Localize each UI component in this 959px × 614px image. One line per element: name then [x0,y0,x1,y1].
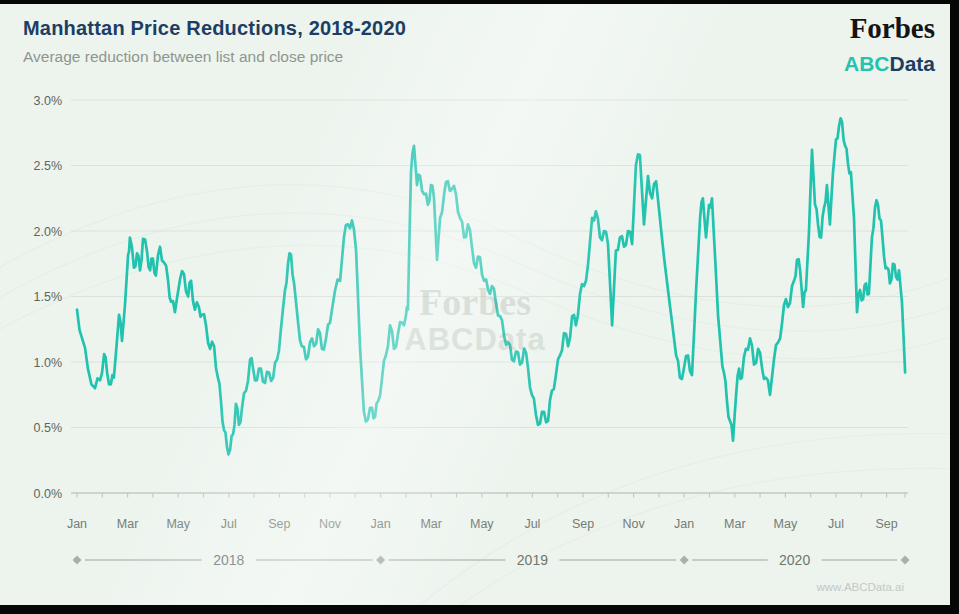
page-title: Manhattan Price Reductions, 2018-2020 [23,17,406,40]
x-axis-month-label: May [470,517,494,531]
x-axis-month-label: Mar [117,517,139,531]
year-diamond [73,556,82,565]
y-axis-label: 3.0% [34,94,63,108]
x-axis-month-label: Nov [622,517,645,531]
x-axis-month-label: Jan [67,517,87,531]
abcdata-logo: ABCData [844,52,935,76]
year-label: 2019 [517,552,548,568]
abcdata-logo-data: Data [889,52,935,75]
page-frame: 3.0% 2.5% 2.0% 1.5% 1.0% 0.5% 0.0% Jan Mar May Jul… [0,0,959,614]
x-axis-month-label: Mar [420,517,442,531]
y-axis-label: 2.0% [34,225,63,239]
year-diamond [901,556,910,565]
chart-plot: 3.0% 2.5% 2.0% 1.5% 1.0% 0.5% 0.0% Jan Mar May Jul… [0,4,950,605]
x-axis-month-label: Jul [524,517,540,531]
year-diamond [680,556,689,565]
page-subtitle: Average reduction between list and close… [23,48,343,66]
year-label: 2018 [213,552,244,568]
abcdata-logo-abc: ABC [844,52,890,75]
y-axis-label: 0.5% [34,421,63,435]
x-axis-month-label: Sep [268,517,290,531]
price-reduction-line [77,118,905,454]
year-diamond [376,556,385,565]
y-axis-label: 1.5% [34,290,63,304]
chart-card: 3.0% 2.5% 2.0% 1.5% 1.0% 0.5% 0.0% Jan Mar May Jul… [0,4,950,605]
x-axis-month-label: Jul [828,517,844,531]
y-axis-label: 0.0% [34,487,63,501]
year-label: 2020 [779,552,810,568]
y-axis-label: 1.0% [34,356,63,370]
x-axis-month-label: Jan [371,517,391,531]
x-axis-month-label: Jul [221,517,237,531]
x-axis-month-label: Jan [674,517,694,531]
x-axis-month-label: May [774,517,798,531]
x-axis-month-label: Mar [724,517,746,531]
x-axis-month-label: Sep [572,517,594,531]
x-axis-month-label: May [166,517,190,531]
forbes-logo: Forbes [850,12,935,45]
x-axis-month-label: Sep [875,517,897,531]
footer-url: www.ABCData.ai [816,581,904,593]
y-axis-label: 2.5% [34,159,63,173]
x-axis-month-label: Nov [319,517,342,531]
